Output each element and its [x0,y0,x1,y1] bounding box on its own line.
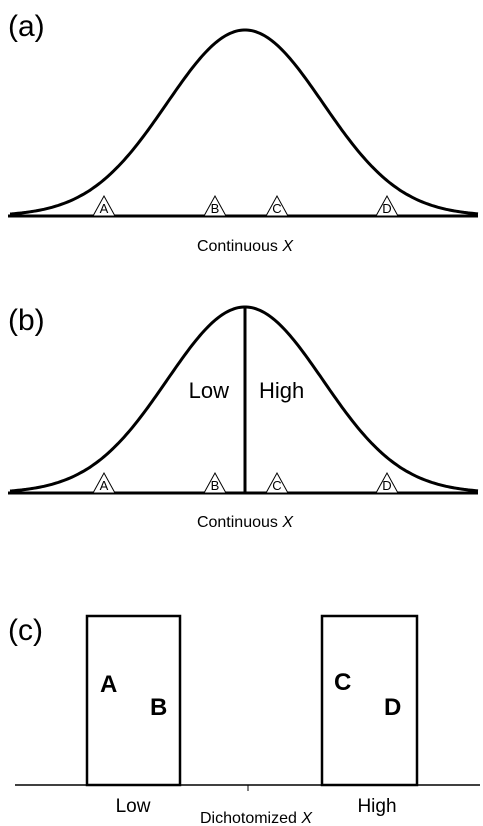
panel-label: (c) [8,614,43,647]
point-marker [92,471,116,494]
group-label: High [357,796,396,817]
normal-curve [9,28,479,216]
panel-label: (b) [8,304,45,337]
point-label: B [150,694,167,721]
point-label: B [211,201,220,216]
point-marker [92,194,116,217]
point-label: D [382,478,391,493]
point-label: D [384,694,401,721]
group-label: Low [116,796,151,817]
group-box [85,614,182,787]
point-label: B [211,478,220,493]
group-box [320,614,419,787]
point-label: C [272,478,281,493]
axis-label: Continuous X [197,514,294,531]
point-marker [375,194,399,217]
axis-label: Continuous X [197,238,294,255]
point-marker [265,471,289,494]
point-label: A [100,478,109,493]
region-label: High [259,378,304,403]
point-label: D [382,201,391,216]
point-marker [375,471,399,494]
region-label: Low [189,378,229,403]
point-label: C [334,669,351,696]
point-label: C [272,201,281,216]
point-marker [265,194,289,217]
point-label: A [100,201,109,216]
panel-label: (a) [8,10,45,43]
point-marker [203,471,227,494]
point-label: A [100,671,117,698]
axis-label: Dichotomized X [200,810,313,826]
point-marker [203,194,227,217]
